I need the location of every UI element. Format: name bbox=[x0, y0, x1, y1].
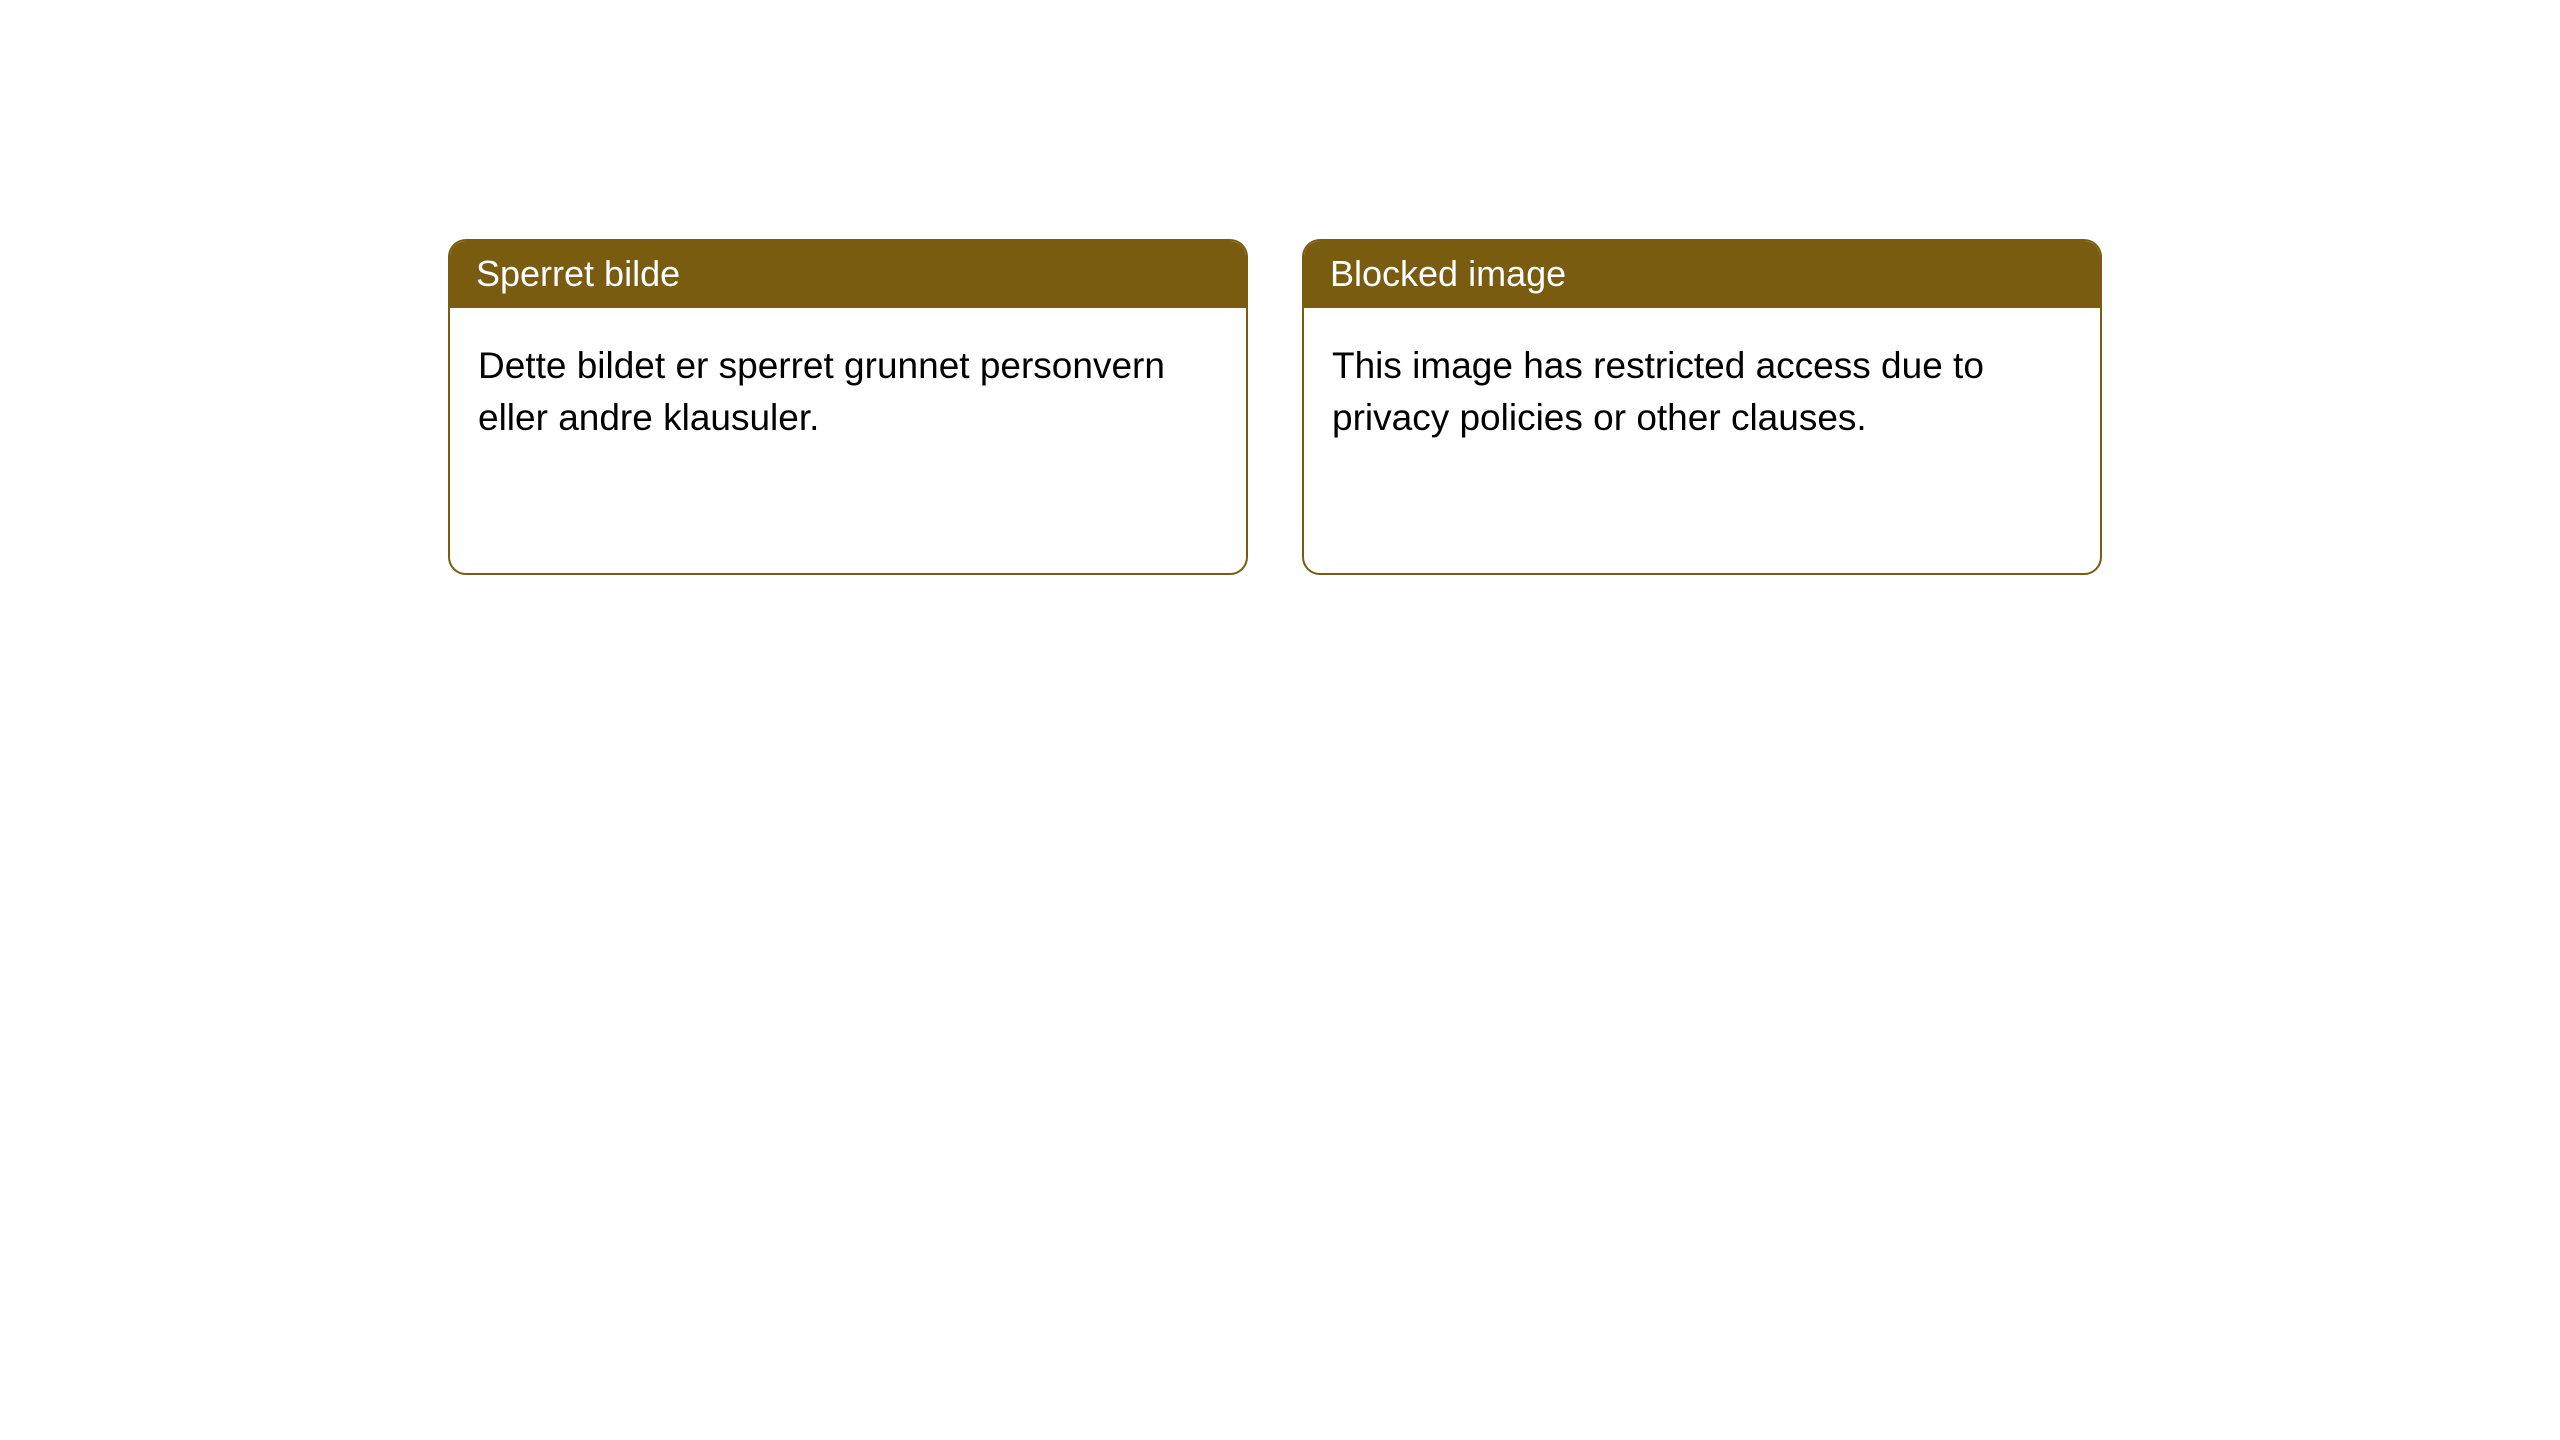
notice-card-english: Blocked image This image has restricted … bbox=[1302, 239, 2102, 575]
notice-card-norwegian: Sperret bilde Dette bildet er sperret gr… bbox=[448, 239, 1248, 575]
notice-header: Sperret bilde bbox=[450, 241, 1246, 308]
notice-body: This image has restricted access due to … bbox=[1304, 308, 2100, 476]
notice-container: Sperret bilde Dette bildet er sperret gr… bbox=[448, 239, 2102, 575]
notice-body: Dette bildet er sperret grunnet personve… bbox=[450, 308, 1246, 476]
notice-header: Blocked image bbox=[1304, 241, 2100, 308]
